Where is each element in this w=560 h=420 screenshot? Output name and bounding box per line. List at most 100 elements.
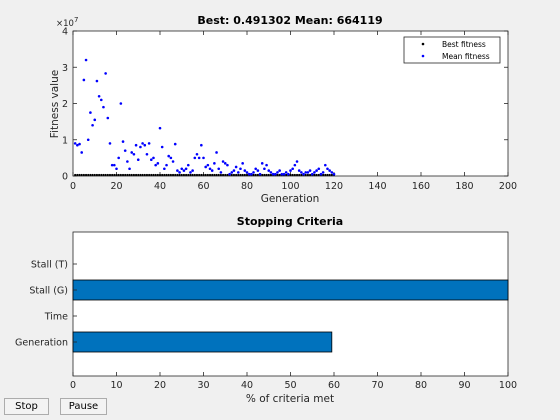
- mean-fitness-point: [239, 167, 242, 171]
- fitness-y-ticks: 0 1 2 3 4: [62, 27, 508, 183]
- best-fitness-point: [304, 173, 307, 177]
- mean-fitness-point: [252, 171, 255, 174]
- best-fitness-point: [113, 173, 116, 177]
- mean-fitness-point: [189, 171, 192, 174]
- mean-fitness-point: [265, 163, 268, 167]
- best-fitness-point: [115, 173, 118, 177]
- mean-fitness-point: [136, 158, 140, 161]
- best-fitness-point: [254, 173, 257, 177]
- mean-fitness-point: [263, 167, 266, 171]
- best-fitness-point: [78, 173, 81, 177]
- best-fitness-point: [232, 173, 236, 177]
- best-fitness-point: [156, 173, 159, 177]
- fitness-x-tick-label: 180: [455, 181, 473, 192]
- best-fitness-point: [322, 173, 325, 177]
- mean-fitness-point: [250, 172, 253, 176]
- mean-fitness-point: [171, 160, 175, 163]
- mean-fitness-point: [134, 143, 138, 147]
- mean-fitness-point: [89, 111, 92, 114]
- mean-fitness-point: [273, 172, 277, 176]
- stopping-category-label: Stall (G): [29, 286, 68, 297]
- best-fitness-point: [306, 173, 309, 177]
- best-fitness-point: [326, 173, 329, 177]
- stopping-plot-area[interactable]: [72, 231, 509, 377]
- y-exponent-label: ×107: [56, 16, 78, 29]
- best-fitness-point: [193, 173, 196, 177]
- best-fitness-point: [130, 173, 133, 177]
- fitness-x-tick-label: 0: [70, 181, 76, 192]
- mean-fitness-point: [308, 169, 312, 172]
- mean-fitness-point: [110, 163, 114, 167]
- best-fitness-point: [150, 173, 153, 177]
- mean-fitness-point: [147, 142, 151, 145]
- best-fitness-point: [202, 173, 205, 177]
- mean-fitness-point: [287, 172, 290, 176]
- best-fitness-point: [200, 173, 203, 177]
- mean-fitness-point: [213, 162, 216, 165]
- best-fitness-point: [313, 173, 316, 177]
- mean-fitness-point: [152, 156, 155, 160]
- fitness-x-tick-label: 20: [110, 181, 122, 192]
- mean-fitness-point: [128, 167, 131, 171]
- best-fitness-point: [134, 173, 138, 177]
- mean-fitness-point: [186, 163, 190, 167]
- legend-best-marker: [421, 42, 425, 46]
- mean-fitness-point: [278, 169, 281, 172]
- mean-fitness-point: [108, 142, 112, 145]
- pause-button[interactable]: Pause: [60, 398, 107, 415]
- mean-fitness-point: [80, 151, 83, 154]
- mean-fitness-point: [324, 163, 327, 167]
- mean-fitness-point: [156, 162, 160, 165]
- mean-fitness-point: [123, 149, 127, 152]
- mean-fitness-point: [82, 78, 86, 82]
- best-fitness-point: [132, 173, 135, 177]
- mean-fitness-point: [328, 169, 331, 172]
- mean-fitness-point: [160, 145, 164, 149]
- mean-fitness-point: [304, 171, 308, 174]
- mean-fitness-point: [191, 169, 194, 172]
- mean-fitness-point: [293, 163, 297, 167]
- stop-button[interactable]: Stop: [4, 398, 49, 415]
- mean-fitness-point: [93, 118, 97, 122]
- fitness-x-tick-label: 100: [281, 181, 299, 192]
- mean-fitness-point: [245, 171, 249, 174]
- stopping-x-tick-label: 10: [110, 380, 122, 391]
- best-fitness-point: [261, 173, 264, 177]
- fitness-y-axis-label: Fitness value: [49, 70, 61, 138]
- best-fitness-point: [152, 173, 155, 177]
- best-fitness-point: [211, 173, 214, 177]
- mean-fitness-point: [117, 156, 120, 160]
- stopping-category-label: Generation: [15, 338, 68, 349]
- best-fitness-point: [137, 173, 140, 177]
- best-fitness-point: [167, 173, 170, 177]
- mean-fitness-point: [97, 94, 101, 98]
- best-fitness-point: [189, 173, 192, 177]
- best-fitness-point: [221, 173, 225, 177]
- best-fitness-point: [93, 173, 96, 177]
- mean-fitness-point: [200, 143, 203, 147]
- mean-fitness-point: [228, 172, 231, 176]
- mean-fitness-point: [206, 163, 210, 167]
- best-fitness-point: [139, 173, 142, 177]
- stopping-x-tick-label: 100: [499, 380, 517, 391]
- fitness-legend[interactable]: Best fitness Mean fitness: [403, 36, 501, 64]
- best-fitness-point: [80, 173, 83, 177]
- best-fitness-point: [208, 173, 212, 177]
- mean-fitness-point: [163, 167, 166, 171]
- mean-fitness-point: [313, 171, 316, 174]
- best-fitness-point: [106, 173, 109, 177]
- mean-fitness-point: [297, 169, 301, 172]
- mean-fitness-point: [217, 167, 221, 171]
- best-fitness-point: [217, 173, 220, 177]
- mean-fitness-point: [241, 162, 244, 165]
- best-fitness-point: [235, 173, 238, 177]
- mean-fitness-point: [284, 171, 288, 174]
- mean-fitness-point: [139, 145, 142, 149]
- best-fitness-point: [185, 173, 188, 177]
- mean-fitness-point: [306, 171, 310, 174]
- best-fitness-point: [98, 173, 101, 177]
- best-fitness-point: [219, 173, 222, 177]
- stopping-x-tick-label: 20: [154, 380, 166, 391]
- mean-fitness-point: [150, 158, 153, 161]
- mean-fitness-point: [267, 169, 271, 172]
